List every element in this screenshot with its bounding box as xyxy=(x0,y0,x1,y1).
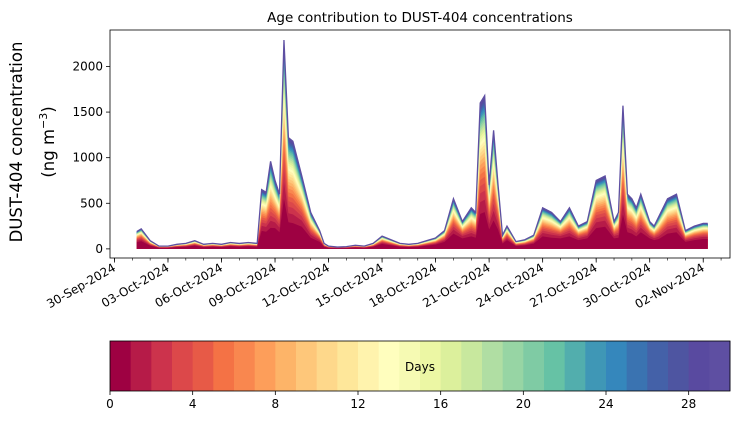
colorbar-swatch xyxy=(213,341,235,391)
colorbar-swatch xyxy=(523,341,545,391)
colorbar-tick-label: 20 xyxy=(516,397,531,411)
colorbar-tick-label: 24 xyxy=(598,397,613,411)
colorbar-swatch xyxy=(420,341,442,391)
age-stack xyxy=(136,40,708,249)
colorbar-swatch xyxy=(709,341,731,391)
colorbar-tick-label: 28 xyxy=(681,397,696,411)
total-concentration-line xyxy=(136,40,708,248)
colorbar-swatch xyxy=(461,341,483,391)
colorbar-swatch xyxy=(585,341,607,391)
colorbar-tick-label: 16 xyxy=(433,397,448,411)
colorbar-tick-label: 4 xyxy=(189,397,197,411)
colorbar-swatch xyxy=(296,341,318,391)
colorbar-swatch xyxy=(564,341,586,391)
y-axis-units-close: ) xyxy=(39,106,58,112)
age-band-day-1 xyxy=(136,181,708,249)
colorbar xyxy=(110,341,731,391)
colorbar-swatch xyxy=(130,341,152,391)
chart-title: Age contribution to DUST-404 concentrati… xyxy=(267,10,573,26)
y-tick-label: 0 xyxy=(95,242,103,256)
colorbar-swatch xyxy=(275,341,297,391)
colorbar-swatch xyxy=(172,341,194,391)
colorbar-tick-label: 0 xyxy=(106,397,114,411)
y-tick-label: 2000 xyxy=(72,59,103,73)
colorbar-swatch xyxy=(399,341,421,391)
colorbar-swatch xyxy=(440,341,462,391)
y-axis-label-units: (ng m−3) xyxy=(37,106,58,177)
y-axis-label-line1: DUST-404 concentration xyxy=(7,42,26,243)
colorbar-swatch xyxy=(234,341,256,391)
colorbar-tick-label: 8 xyxy=(272,397,280,411)
age-band-day-0 xyxy=(136,198,708,249)
y-tick-label: 1500 xyxy=(72,105,103,119)
colorbar-swatch xyxy=(337,341,359,391)
y-axis-label: DUST-404 concentration xyxy=(7,42,26,243)
y-tick-label: 1000 xyxy=(72,151,103,165)
colorbar-swatch xyxy=(378,341,400,391)
colorbar-tick-label: 12 xyxy=(350,397,365,411)
colorbar-swatch xyxy=(151,341,173,391)
colorbar-label: Days xyxy=(405,360,435,374)
y-axis: 0 500 1000 1500 2000 xyxy=(72,59,110,256)
y-tick-label: 500 xyxy=(80,196,103,210)
colorbar-swatch xyxy=(358,341,380,391)
colorbar-swatch xyxy=(647,341,669,391)
colorbar-frame xyxy=(109,340,731,392)
colorbar-swatch xyxy=(254,341,276,391)
colorbar-swatch xyxy=(316,341,338,391)
colorbar-swatch xyxy=(544,341,566,391)
x-axis: 30-Sep-202403-Oct-202406-Oct-202409-Oct-… xyxy=(44,258,722,311)
colorbar-swatch xyxy=(688,341,710,391)
colorbar-swatch xyxy=(192,341,214,391)
y-axis-units-exponent: −3 xyxy=(37,113,50,129)
y-axis-units-text: (ng m xyxy=(39,129,58,178)
colorbar-swatch xyxy=(110,341,132,391)
colorbar-swatch xyxy=(502,341,524,391)
colorbar-swatch xyxy=(482,341,504,391)
colorbar-swatch xyxy=(606,341,628,391)
plot-frame xyxy=(109,29,731,259)
colorbar-axis: 0 4 8 12 16 20 24 28 xyxy=(106,391,696,411)
colorbar-swatch xyxy=(668,341,690,391)
colorbar-swatch xyxy=(626,341,648,391)
